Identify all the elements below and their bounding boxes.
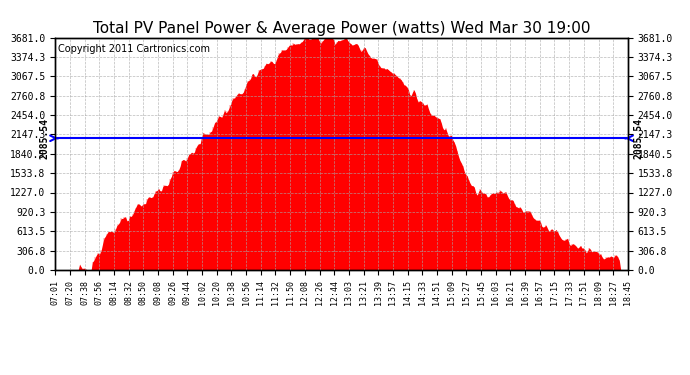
Text: 2085.54: 2085.54: [633, 118, 644, 159]
Text: 2085.54: 2085.54: [39, 118, 50, 159]
Text: Copyright 2011 Cartronics.com: Copyright 2011 Cartronics.com: [58, 45, 210, 54]
Title: Total PV Panel Power & Average Power (watts) Wed Mar 30 19:00: Total PV Panel Power & Average Power (wa…: [92, 21, 591, 36]
